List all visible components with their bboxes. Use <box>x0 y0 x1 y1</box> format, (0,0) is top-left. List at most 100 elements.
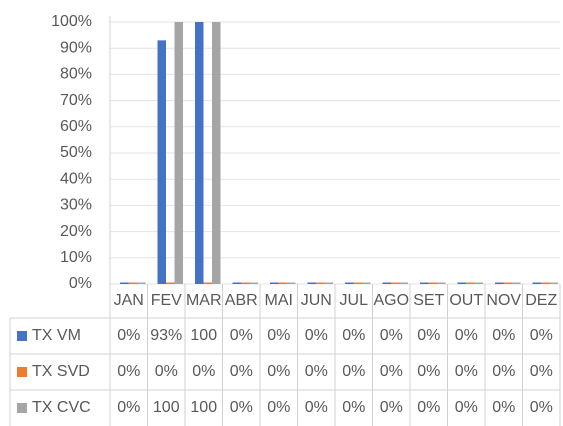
table-value: 0% <box>530 399 553 416</box>
y-tick-label: 50% <box>60 144 92 161</box>
table-value: 0% <box>230 399 253 416</box>
table-value: 0% <box>492 399 515 416</box>
y-tick-label: 80% <box>60 66 92 83</box>
bar <box>249 282 258 284</box>
x-tick-label: SET <box>413 292 444 309</box>
legend-label: TX SVD <box>32 363 90 380</box>
y-tick-label: 100% <box>51 13 92 30</box>
bar <box>420 282 429 284</box>
bar <box>353 282 362 284</box>
y-tick-label: 0% <box>69 275 92 292</box>
bar <box>270 282 279 284</box>
table-value: 0% <box>305 399 328 416</box>
table-value: 0% <box>117 363 140 380</box>
legend-swatch <box>17 331 27 341</box>
bar <box>203 282 212 284</box>
table-value: 93% <box>150 327 182 344</box>
x-tick-label: NOV <box>486 292 521 309</box>
bar <box>428 282 437 284</box>
table-value: 0% <box>530 327 553 344</box>
table-value: 0% <box>342 363 365 380</box>
bar <box>157 40 166 285</box>
table-value: 0% <box>417 399 440 416</box>
y-tick-label: 20% <box>60 223 92 240</box>
bar <box>137 282 146 284</box>
bar <box>195 22 204 284</box>
legend-swatch <box>17 367 27 377</box>
bar <box>495 282 504 284</box>
y-tick-label: 30% <box>60 197 92 214</box>
bar <box>466 282 475 284</box>
bar <box>382 282 391 284</box>
bar <box>399 282 408 284</box>
y-tick-label: 60% <box>60 118 92 135</box>
table-value: 0% <box>380 399 403 416</box>
bar <box>174 22 183 284</box>
table-value: 100 <box>153 399 180 416</box>
table-value: 0% <box>117 327 140 344</box>
table-value: 0% <box>530 363 553 380</box>
bar <box>232 282 241 284</box>
bar <box>457 282 466 284</box>
legend-label: TX CVC <box>32 399 91 416</box>
table-value: 100 <box>190 327 217 344</box>
bar <box>287 282 296 284</box>
table-value: 0% <box>492 327 515 344</box>
x-tick-label: JAN <box>114 292 144 309</box>
bar <box>345 282 354 284</box>
x-tick-label: JUN <box>301 292 332 309</box>
table-value: 0% <box>342 327 365 344</box>
bar <box>362 282 371 284</box>
y-tick-label: 40% <box>60 170 92 187</box>
legend-swatch <box>17 403 27 413</box>
table-value: 0% <box>492 363 515 380</box>
table-value: 0% <box>342 399 365 416</box>
x-tick-label: MAR <box>186 292 222 309</box>
table-value: 0% <box>305 363 328 380</box>
bar <box>316 282 325 284</box>
table-value: 0% <box>455 363 478 380</box>
table-value: 0% <box>455 327 478 344</box>
bar <box>324 282 333 284</box>
bar <box>241 282 250 284</box>
table-value: 0% <box>417 363 440 380</box>
table-value: 0% <box>230 363 253 380</box>
x-tick-label: ABR <box>225 292 258 309</box>
table-value: 0% <box>267 399 290 416</box>
bar <box>166 282 175 284</box>
bar <box>128 282 137 284</box>
x-tick-label: DEZ <box>525 292 557 309</box>
table-value: 0% <box>267 327 290 344</box>
table-value: 0% <box>117 399 140 416</box>
bar <box>278 282 287 284</box>
bar <box>307 282 316 284</box>
table-value: 0% <box>305 327 328 344</box>
legend-label: TX VM <box>32 327 81 344</box>
table-value: 100 <box>190 399 217 416</box>
bar <box>541 282 550 284</box>
table-value: 0% <box>155 363 178 380</box>
table-value: 0% <box>417 327 440 344</box>
bar <box>512 282 521 284</box>
table-value: 0% <box>380 327 403 344</box>
bar <box>474 282 483 284</box>
x-tick-label: MAI <box>265 292 293 309</box>
bar <box>549 282 558 284</box>
table-value: 0% <box>455 399 478 416</box>
x-tick-label: AGO <box>373 292 409 309</box>
table-value: 0% <box>192 363 215 380</box>
y-tick-label: 70% <box>60 92 92 109</box>
bar <box>437 282 446 284</box>
bar <box>120 282 129 284</box>
y-tick-label: 10% <box>60 249 92 266</box>
bar <box>503 282 512 284</box>
bar <box>212 22 221 284</box>
bar <box>532 282 541 284</box>
x-tick-label: FEV <box>151 292 182 309</box>
table-value: 0% <box>230 327 253 344</box>
x-tick-label: OUT <box>449 292 483 309</box>
y-tick-label: 90% <box>60 39 92 56</box>
table-value: 0% <box>380 363 403 380</box>
bar <box>391 282 400 284</box>
